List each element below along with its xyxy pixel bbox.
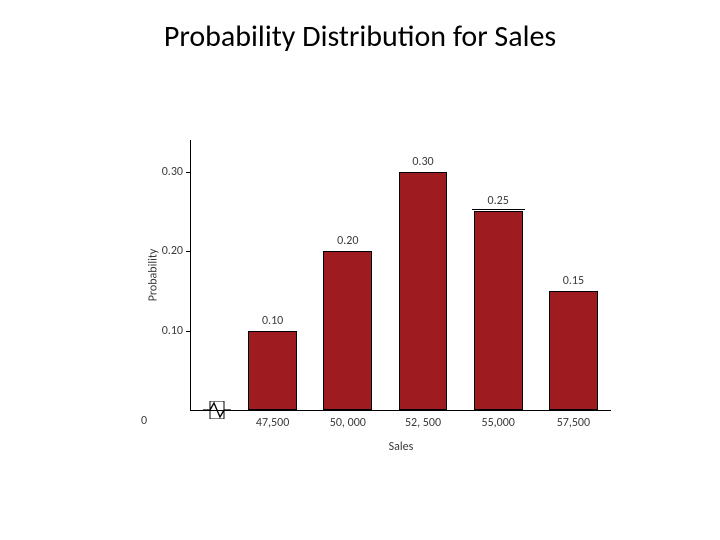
x-axis-title: Sales (389, 440, 414, 454)
bar-value-label: 0.10 (262, 314, 283, 328)
y-axis-title: Probability (146, 249, 160, 302)
x-tick-label: 47,500 (256, 416, 289, 430)
slide: Probability Distribution for Sales 0.100… (0, 0, 720, 540)
y-tick-label: 0.30 (162, 165, 183, 179)
x-zero-label: 0 (141, 414, 147, 428)
bar: 0.15 (549, 291, 598, 410)
y-tick-mark (186, 251, 191, 252)
bar-value-label: 0.15 (563, 274, 584, 288)
bar-value-label: 0.20 (337, 234, 358, 248)
bar: 0.25 (474, 211, 523, 410)
probability-chart: 0.10 0.20 0.30 0.25 0.15 0.10 0.20 0.30 47,500… (100, 130, 620, 470)
x-tick-label: 52, 500 (405, 416, 441, 430)
plot-area: 0.100.200.300.250.15 0.100.200.30 47,500… (190, 140, 611, 411)
bar-value-label: 0.30 (412, 155, 433, 169)
bar: 0.20 (323, 251, 372, 410)
bar: 0.30 (399, 172, 448, 410)
x-tick-label: 57,500 (557, 416, 590, 430)
y-tick-label: 0.10 (162, 324, 183, 338)
y-tick-mark (186, 172, 191, 173)
page-title: Probability Distribution for Sales (0, 18, 720, 55)
bars-container: 0.10 0.20 0.30 0.25 0.15 (191, 140, 611, 410)
bar-value-label: 0.25 (488, 194, 509, 208)
x-tick-label: 50, 000 (330, 416, 366, 430)
y-tick-mark (186, 331, 191, 332)
x-tick-label: 55,000 (481, 416, 514, 430)
y-tick-label: 0.20 (162, 244, 183, 258)
axis-break-icon (203, 401, 231, 419)
bar: 0.10 (248, 331, 297, 410)
bar-top-underline (472, 209, 525, 210)
